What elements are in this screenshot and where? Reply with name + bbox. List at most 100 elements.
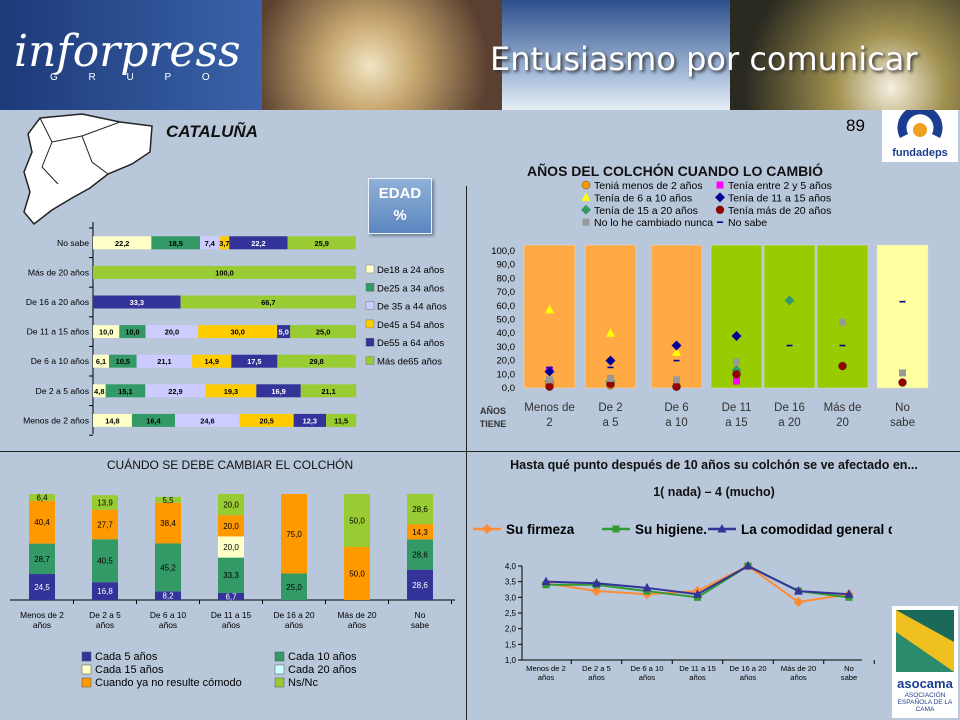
chart-title-when-change: CUÁNDO SE DEBE CAMBIAR EL COLCHÓN xyxy=(106,458,354,472)
afectado-category-label: De 6 a 10 xyxy=(631,664,664,673)
anios-data-point xyxy=(606,328,615,337)
when-bar-segment xyxy=(155,543,181,592)
edad-bar-segment xyxy=(231,354,278,368)
edad-legend-swatch xyxy=(365,356,375,365)
when-bar-segment xyxy=(92,582,118,600)
when-bar-segment xyxy=(155,502,181,544)
anios-legend-label: Tenía de 6 a 10 años xyxy=(594,192,692,204)
when-data-label: 40,4 xyxy=(34,518,50,527)
edad-bar-segment xyxy=(293,413,327,427)
anios-data-point xyxy=(607,374,614,382)
afectado-legend-marker xyxy=(482,524,492,534)
edad-bar-segment xyxy=(175,413,240,427)
anios-category-label: sabe xyxy=(890,417,915,429)
when-legend-swatch xyxy=(81,677,92,688)
chart-afectado: Su firmeza Su higiene. La comodidad genera… xyxy=(473,522,892,682)
edad-data-label: 10,0 xyxy=(125,328,139,337)
when-legend-label: Cuando ya no resulte cómodo xyxy=(95,677,242,689)
anios-column xyxy=(584,244,637,389)
anios-data-point xyxy=(733,377,740,385)
edad-data-label: 10,5 xyxy=(116,357,130,366)
anios-data-point xyxy=(544,366,555,377)
when-category-label: De 2 a 5 xyxy=(89,610,121,620)
edad-data-label: 5,0 xyxy=(279,328,289,337)
chart-anios-colchon: Teniá menos de 2 años Tenía entre 2 y 5 a… xyxy=(480,180,929,429)
when-legend-label: Cada 5 años xyxy=(95,651,158,663)
brand-logo: inforpress xyxy=(14,26,241,77)
when-bar-segment xyxy=(218,515,244,537)
anios-category-label: 20 xyxy=(836,417,849,429)
edad-legend-label: De25 a 34 años xyxy=(377,283,444,294)
asocama-subtitle: ASOCIACIÓN ESPAÑOLA DE LA CAMA xyxy=(897,692,953,713)
edad-legend-swatch xyxy=(365,301,375,310)
when-data-label: 20,0 xyxy=(223,522,239,531)
afectado-legend-label: La comodidad general del colchón. xyxy=(741,522,892,537)
edad-bar-segment xyxy=(109,354,137,368)
edad-data-label: 33,3 xyxy=(130,298,144,307)
when-category-label: No xyxy=(415,610,426,620)
edad-bar-segment xyxy=(300,384,357,398)
edad-bar-segment xyxy=(145,325,199,339)
when-data-label: 40,5 xyxy=(97,557,113,566)
when-legend-swatch xyxy=(81,651,92,662)
edad-bar-segment xyxy=(93,265,356,279)
tagline: Entusiasmo por comunicar xyxy=(490,40,918,78)
page-number: 89 xyxy=(846,116,865,135)
edad-data-label: 20,5 xyxy=(260,416,274,425)
edad-data-label: 21,1 xyxy=(157,357,171,366)
when-legend-swatch xyxy=(274,677,285,688)
fundadeps-label: fundadeps xyxy=(892,147,948,159)
anios-data-point xyxy=(838,361,847,371)
when-legend-swatch xyxy=(274,664,285,675)
afectado-category-label: años xyxy=(588,673,605,682)
anios-legend-label: Tenía de 11 a 15 años xyxy=(728,192,831,204)
when-category-label: años xyxy=(348,620,366,630)
edad-data-label: 24,6 xyxy=(200,416,214,425)
afectado-y-tick: 3,0 xyxy=(505,593,517,602)
when-data-label: 25,0 xyxy=(286,583,302,592)
anios-legend-marker xyxy=(582,218,590,226)
anios-y-tick: 20,0 xyxy=(497,356,516,367)
when-data-label: 28,6 xyxy=(412,505,428,514)
when-data-label: 20,0 xyxy=(223,501,239,510)
edad-bar-segment xyxy=(93,413,132,427)
edad-data-label: 22,2 xyxy=(251,239,265,248)
when-bar-segment xyxy=(218,592,244,600)
edad-data-label: 11,5 xyxy=(334,416,348,425)
edad-data-label: 29,8 xyxy=(309,357,323,366)
edad-data-label: 22,2 xyxy=(115,239,129,248)
edad-bar-segment xyxy=(277,354,356,368)
afectado-data-point xyxy=(541,576,551,586)
edad-bar-segment xyxy=(205,384,257,398)
asocama-label: asocama xyxy=(897,676,953,691)
anios-y-tick: 70,0 xyxy=(497,287,516,298)
edad-bar-segment xyxy=(93,236,152,250)
anios-category-label: No xyxy=(895,402,910,414)
when-data-label: 45,2 xyxy=(160,563,176,572)
afectado-category-label: sabe xyxy=(841,673,857,682)
anios-data-point xyxy=(545,304,554,314)
edad-category-label: De 16 a 20 años xyxy=(26,297,89,307)
when-bar-segment xyxy=(29,543,55,575)
edad-category-label: No sabe xyxy=(57,238,89,248)
edad-data-label: 25,0 xyxy=(316,328,330,337)
edad-data-label: 14,8 xyxy=(105,416,119,425)
anios-data-point xyxy=(605,355,616,366)
when-data-label: 24,5 xyxy=(34,583,50,592)
afectado-legend-marker xyxy=(612,525,620,533)
afectado-legend-label: Su firmeza xyxy=(506,522,575,537)
when-data-label: 14,3 xyxy=(412,528,428,537)
when-legend-label: Cada 15 años xyxy=(95,664,164,676)
edad-legend-label: Más de65 años xyxy=(377,357,442,368)
afectado-y-tick: 1,0 xyxy=(505,656,517,665)
edad-bar-segment xyxy=(131,413,176,427)
anios-legend-label: Tenía más de 20 años xyxy=(728,205,831,217)
anios-y-tick: 0,0 xyxy=(502,383,515,394)
when-data-label: 38,4 xyxy=(160,519,176,528)
anios-legend-label: Tenía de 15 a 20 años xyxy=(594,205,698,217)
edad-legend-label: De45 a 54 años xyxy=(377,320,444,331)
anios-data-point xyxy=(545,382,554,391)
anios-y-tick: 40,0 xyxy=(497,328,516,339)
anios-category-label: 2 xyxy=(546,417,552,429)
